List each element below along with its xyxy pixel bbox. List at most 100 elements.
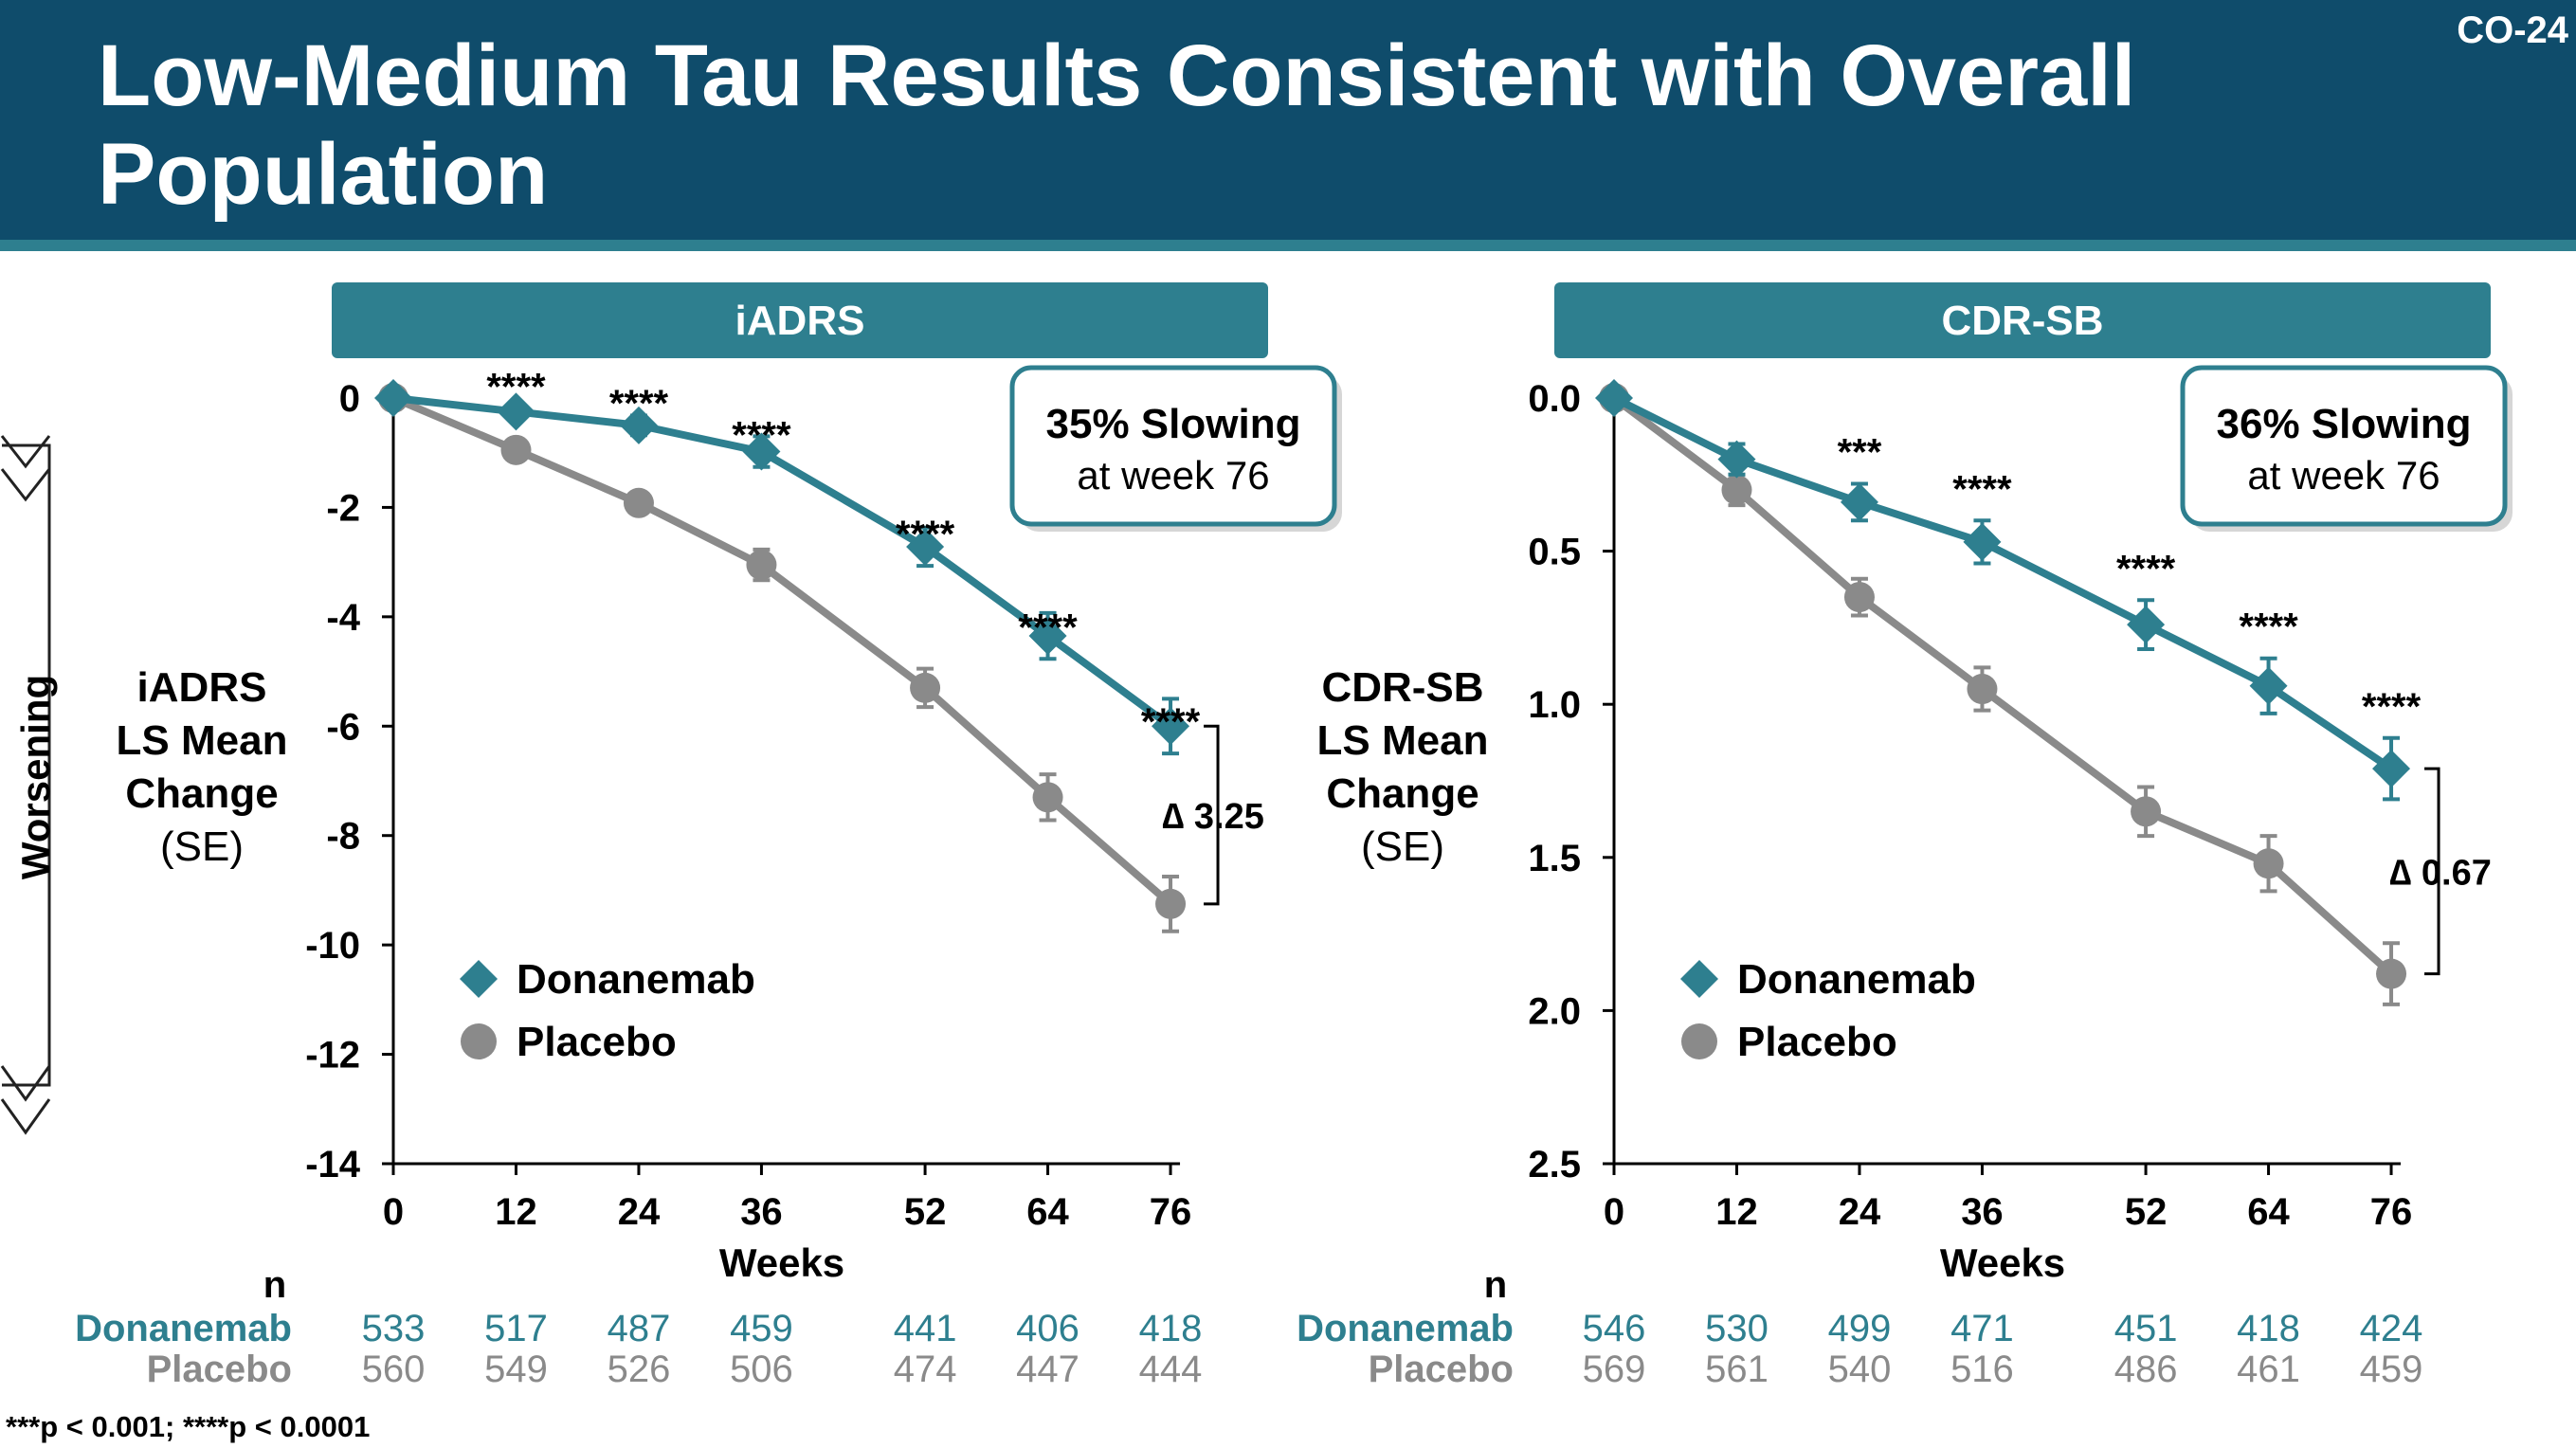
significance-marker: **** xyxy=(732,415,791,457)
chart-cdr-sb: CDR-SB 0.0 0.5 1.0 1.5 2.0 2.5 0 12 24 36 52 64 76 Wee… xyxy=(1297,282,2513,1390)
chart-header-bar xyxy=(1554,282,2491,358)
n-value: 549 xyxy=(484,1348,548,1390)
y-tick-label: 1.5 xyxy=(1528,838,1581,879)
y-tick-label: -14 xyxy=(305,1144,361,1186)
n-value: 459 xyxy=(730,1308,793,1349)
n-row-label-placebo: Placebo xyxy=(147,1348,292,1390)
significance-marker: **** xyxy=(1952,468,2012,510)
y-axis-label-line: iADRS xyxy=(137,664,267,711)
x-axis-label: Weeks xyxy=(1940,1240,2065,1285)
data-point-placebo xyxy=(1967,674,1998,705)
delta-bracket xyxy=(2424,767,2440,976)
significance-marker: **** xyxy=(2116,548,2176,589)
y-axis-label-line: LS Mean xyxy=(1317,717,1489,764)
x-tick-label: 76 xyxy=(2370,1191,2413,1233)
data-point-donanemab xyxy=(1840,482,1878,521)
n-value: 451 xyxy=(2114,1308,2178,1349)
y-tick-label: -8 xyxy=(326,816,360,858)
n-value: 560 xyxy=(362,1348,426,1390)
legend-marker-placebo xyxy=(1681,1023,1717,1059)
y-axis-label-line: CDR-SB xyxy=(1321,664,1483,711)
data-point-placebo xyxy=(623,487,654,518)
data-point-donanemab xyxy=(2372,750,2411,788)
x-tick-label: 64 xyxy=(2247,1191,2290,1233)
n-header: n xyxy=(263,1264,286,1306)
y-tick-label: 0 xyxy=(339,378,360,420)
x-tick-label: 36 xyxy=(740,1191,783,1233)
x-tick-label: 0 xyxy=(383,1191,404,1233)
y-tick-label: -10 xyxy=(305,925,360,967)
chart-iadrs: iADRS 0 -2 -4 -6 -8 -10 -12 -14 0 12 24 36 52 64 76 Week… xyxy=(75,282,1342,1390)
data-point-donanemab xyxy=(619,406,658,444)
n-value: 461 xyxy=(2237,1348,2300,1390)
significance-marker: **** xyxy=(1141,701,1201,743)
data-point-placebo xyxy=(2131,796,2162,827)
callout-text-main: 35% Slowing xyxy=(1046,401,1301,447)
significance-marker: **** xyxy=(2362,686,2422,728)
data-point-placebo xyxy=(1155,888,1187,919)
x-tick-label: 0 xyxy=(1604,1191,1624,1233)
chart-title: iADRS xyxy=(735,298,865,344)
legend-marker-placebo xyxy=(461,1023,497,1059)
data-point-placebo xyxy=(2253,848,2284,879)
legend-label-placebo: Placebo xyxy=(517,1019,677,1065)
data-point-donanemab xyxy=(2127,606,2166,644)
delta-label: ∆ 3.25 xyxy=(1162,797,1264,837)
n-value: 418 xyxy=(2237,1308,2300,1349)
footnote: ***p < 0.001; ****p < 0.0001 xyxy=(6,1410,371,1443)
worsening-arrow: Worsening xyxy=(0,435,58,1135)
data-point-placebo xyxy=(500,434,532,465)
y-axis-label-line: LS Mean xyxy=(117,717,288,764)
n-value: 546 xyxy=(1583,1308,1646,1349)
legend-marker-donanemab xyxy=(1680,960,1718,998)
data-point-donanemab xyxy=(374,379,412,417)
worsening-chevron xyxy=(0,468,51,502)
n-value: 447 xyxy=(1016,1348,1079,1390)
data-point-placebo xyxy=(910,672,941,703)
data-point-donanemab xyxy=(1717,440,1756,479)
significance-marker: *** xyxy=(1838,431,1882,473)
x-tick-label: 36 xyxy=(1961,1191,2004,1233)
callout-text-sub: at week 76 xyxy=(1077,453,1269,498)
n-value: 418 xyxy=(1139,1308,1203,1349)
n-value: 499 xyxy=(1828,1308,1892,1349)
worsening-chevron xyxy=(0,1065,51,1102)
chart-header-bar xyxy=(332,282,1268,358)
y-tick-label: -12 xyxy=(305,1035,360,1077)
data-point-donanemab xyxy=(742,432,781,471)
callout-box xyxy=(1009,365,1337,527)
n-row-label-donanemab: Donanemab xyxy=(1297,1308,1514,1349)
legend-label-placebo: Placebo xyxy=(1737,1019,1897,1065)
x-tick-label: 64 xyxy=(1026,1191,1069,1233)
legend-label-donanemab: Donanemab xyxy=(517,956,755,1003)
worsening-arrow-body xyxy=(2,443,51,1087)
data-point-donanemab xyxy=(1963,522,2002,561)
delta-bracket xyxy=(1204,724,1220,906)
significance-marker: **** xyxy=(486,366,546,407)
data-point-donanemab xyxy=(497,392,535,431)
n-row-label-placebo: Placebo xyxy=(1369,1348,1514,1390)
n-value: 424 xyxy=(2360,1308,2423,1349)
n-value: 561 xyxy=(1705,1348,1769,1390)
n-value: 530 xyxy=(1705,1308,1769,1349)
y-tick-label: 1.0 xyxy=(1528,684,1581,726)
y-tick-label: -2 xyxy=(326,487,360,529)
x-tick-label: 24 xyxy=(1839,1191,1881,1233)
n-value: 459 xyxy=(2360,1348,2423,1390)
n-value: 441 xyxy=(894,1308,957,1349)
data-point-donanemab xyxy=(1152,707,1190,746)
n-value: 474 xyxy=(894,1348,957,1390)
y-axis-label-line: Change xyxy=(125,770,278,817)
n-value: 517 xyxy=(484,1308,548,1349)
data-point-placebo xyxy=(746,550,777,581)
y-tick-label: 0.0 xyxy=(1528,378,1581,420)
data-point-donanemab xyxy=(1595,379,1633,417)
data-point-placebo xyxy=(2376,958,2407,989)
n-value: 569 xyxy=(1583,1348,1646,1390)
callout-text-main: 36% Slowing xyxy=(2217,401,2472,447)
slide-title: Low-Medium Tau Results Consistent with O… xyxy=(98,27,2136,223)
y-axis-label-line: (SE) xyxy=(1361,824,1444,870)
callout-text-sub: at week 76 xyxy=(2247,453,2440,498)
worsening-chevron xyxy=(0,435,51,469)
